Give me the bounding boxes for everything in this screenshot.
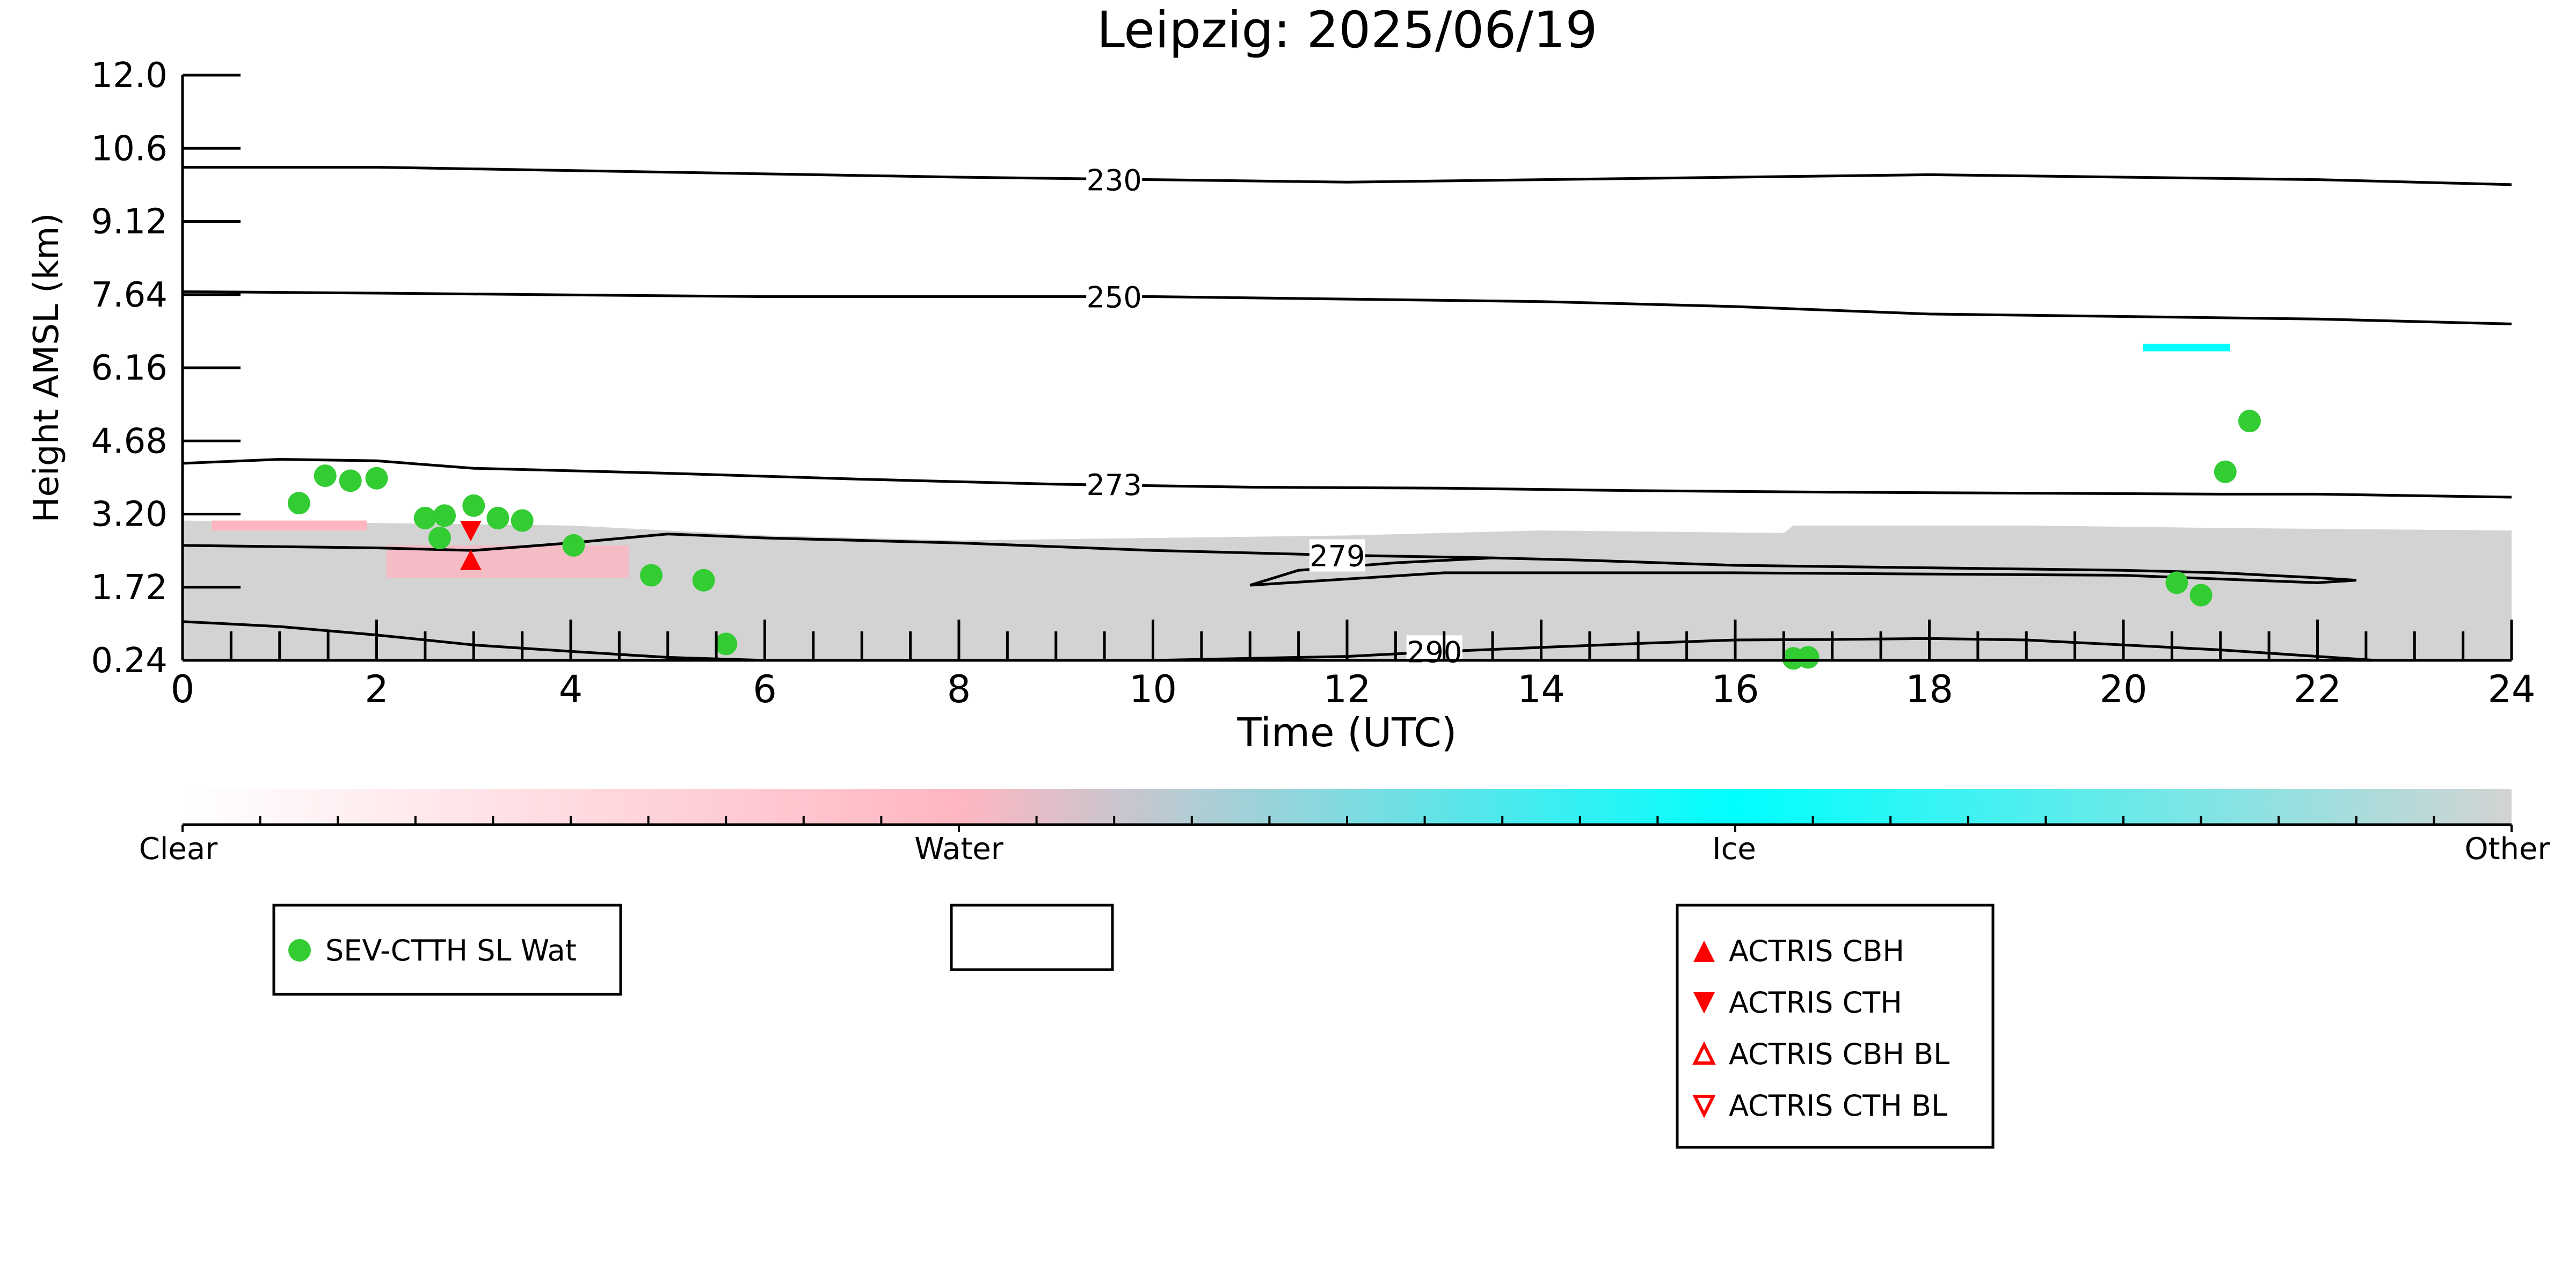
sev-ctth-point [2165,571,2188,594]
colorbar: Clear Water Ice Other [139,789,2550,867]
colorbar-label-ice: Ice [1712,832,1756,867]
x-tick-label: 2 [365,667,389,711]
y-tick-label: 1.72 [91,568,168,608]
legend-actris-cth-marker [1693,992,1715,1014]
y-tick-label: 0.24 [91,641,168,681]
colorbar-ticks [181,816,2513,832]
sev-ctth-point [511,509,534,532]
sev-ctth-point [486,506,510,529]
colorbar-label-clear: Clear [139,832,218,867]
sev-ctth-point [428,526,451,549]
cloud-mask-ice [2143,344,2230,352]
y-axis-label: Height AMSL (km) [27,213,67,523]
sev-ctth-point [1796,646,1820,669]
legend-actris: ACTRIS CBH ACTRIS CTH ACTRIS CBH BL ACTR… [1676,904,1995,1149]
legend-actris-cbh-marker [1693,941,1715,962]
contour-label-bg [1086,468,1143,500]
legend-sev-marker [288,939,311,962]
contour-line [182,457,2512,499]
colorbar-label-water: Water [914,832,1004,867]
x-tick-label: 20 [2099,667,2147,711]
contour-label: 230 [1087,164,1142,198]
y-tick-label: 7.64 [91,275,168,315]
chart-title: Leipzig: 2025/06/19 [1097,1,1598,60]
contour-line [183,166,2512,186]
contour-label-bg [1086,163,1143,196]
sev-ctth-point [413,506,436,529]
contour-label-bg [1406,635,1462,668]
x-tick-label: 10 [1129,667,1177,711]
sev-ctth-point [339,469,362,492]
x-tick-label: 18 [1905,667,1953,711]
legend-actris-cth-bl-marker [1692,1095,1716,1118]
y-tick-label: 6.16 [91,348,168,388]
sev-ctth-point [287,492,310,515]
legend-actris-frame [1676,904,1995,1149]
sev-ctth-point [365,467,388,490]
colorbar-label-other: Other [2464,832,2550,867]
y-tick-label: 9.12 [91,202,168,242]
sev-ctth-point [433,504,456,527]
contour-line [182,533,2356,587]
x-axis-label: Time (UTC) [1236,710,1457,756]
legend-actris-cth-bl-label: ACTRIS CTH BL [1729,1089,1947,1123]
y-tick-label: 12.0 [91,56,168,96]
sev-ctth-point [562,534,585,557]
sev-ctth-point [640,564,663,587]
axes: 0 2 4 6 8 10 12 14 16 18 20 22 240.241.723.204.686.1… [91,56,2536,711]
x-tick-label: 14 [1517,667,1565,711]
actris-cth-point [460,521,482,542]
contour-label: 250 [1087,280,1142,314]
legend-sev-frame [272,904,622,996]
x-tick-label: 0 [171,667,195,711]
contour-label: 273 [1087,468,1142,502]
sev-ctth-point [2189,584,2213,607]
contour-line [182,290,2512,325]
sev-ctth-point [314,464,337,487]
x-tick-label: 22 [2294,667,2341,711]
temperature-contours: 230 250 273 279 290 [182,163,2512,669]
x-tick-label: 8 [947,667,971,711]
legend-empty-frame [950,904,1114,971]
x-tick-label: 12 [1323,667,1371,711]
contour-label-bg [1086,280,1143,313]
y-tick-label: 4.68 [91,421,168,461]
y-tick-label: 10.6 [91,129,168,169]
data-markers [287,410,2261,670]
legend-sev: SEV-CTTH SL Wat [272,904,622,996]
legend-sev-label: SEV-CTTH SL Wat [325,934,577,967]
x-tick-label: 16 [1711,667,1759,711]
sev-ctth-point [2214,460,2237,483]
contour-label: 279 [1309,539,1365,573]
legend-actris-cbh-bl-marker [1692,1041,1716,1065]
sev-ctth-point [2238,410,2261,433]
x-tick-label: 4 [559,667,583,711]
sev-ctth-point [715,632,738,656]
x-tick-label: 24 [2487,667,2535,711]
cloud-mask-water [212,520,367,531]
x-tick-label: 6 [753,667,777,711]
sev-ctth-point [692,569,715,592]
actris-cbh-point [460,549,482,570]
y-tick-label: 3.20 [91,495,168,535]
legend-actris-cbh-bl-label: ACTRIS CBH BL [1729,1037,1949,1071]
cloud-mask-water [386,545,629,578]
contour-label-bg [1309,539,1365,572]
legend-actris-cbh-label: ACTRIS CBH [1729,934,1904,968]
contour-label: 290 [1407,635,1462,669]
legend-actris-cth-label: ACTRIS CTH [1729,986,1902,1020]
sev-ctth-point [462,494,485,517]
